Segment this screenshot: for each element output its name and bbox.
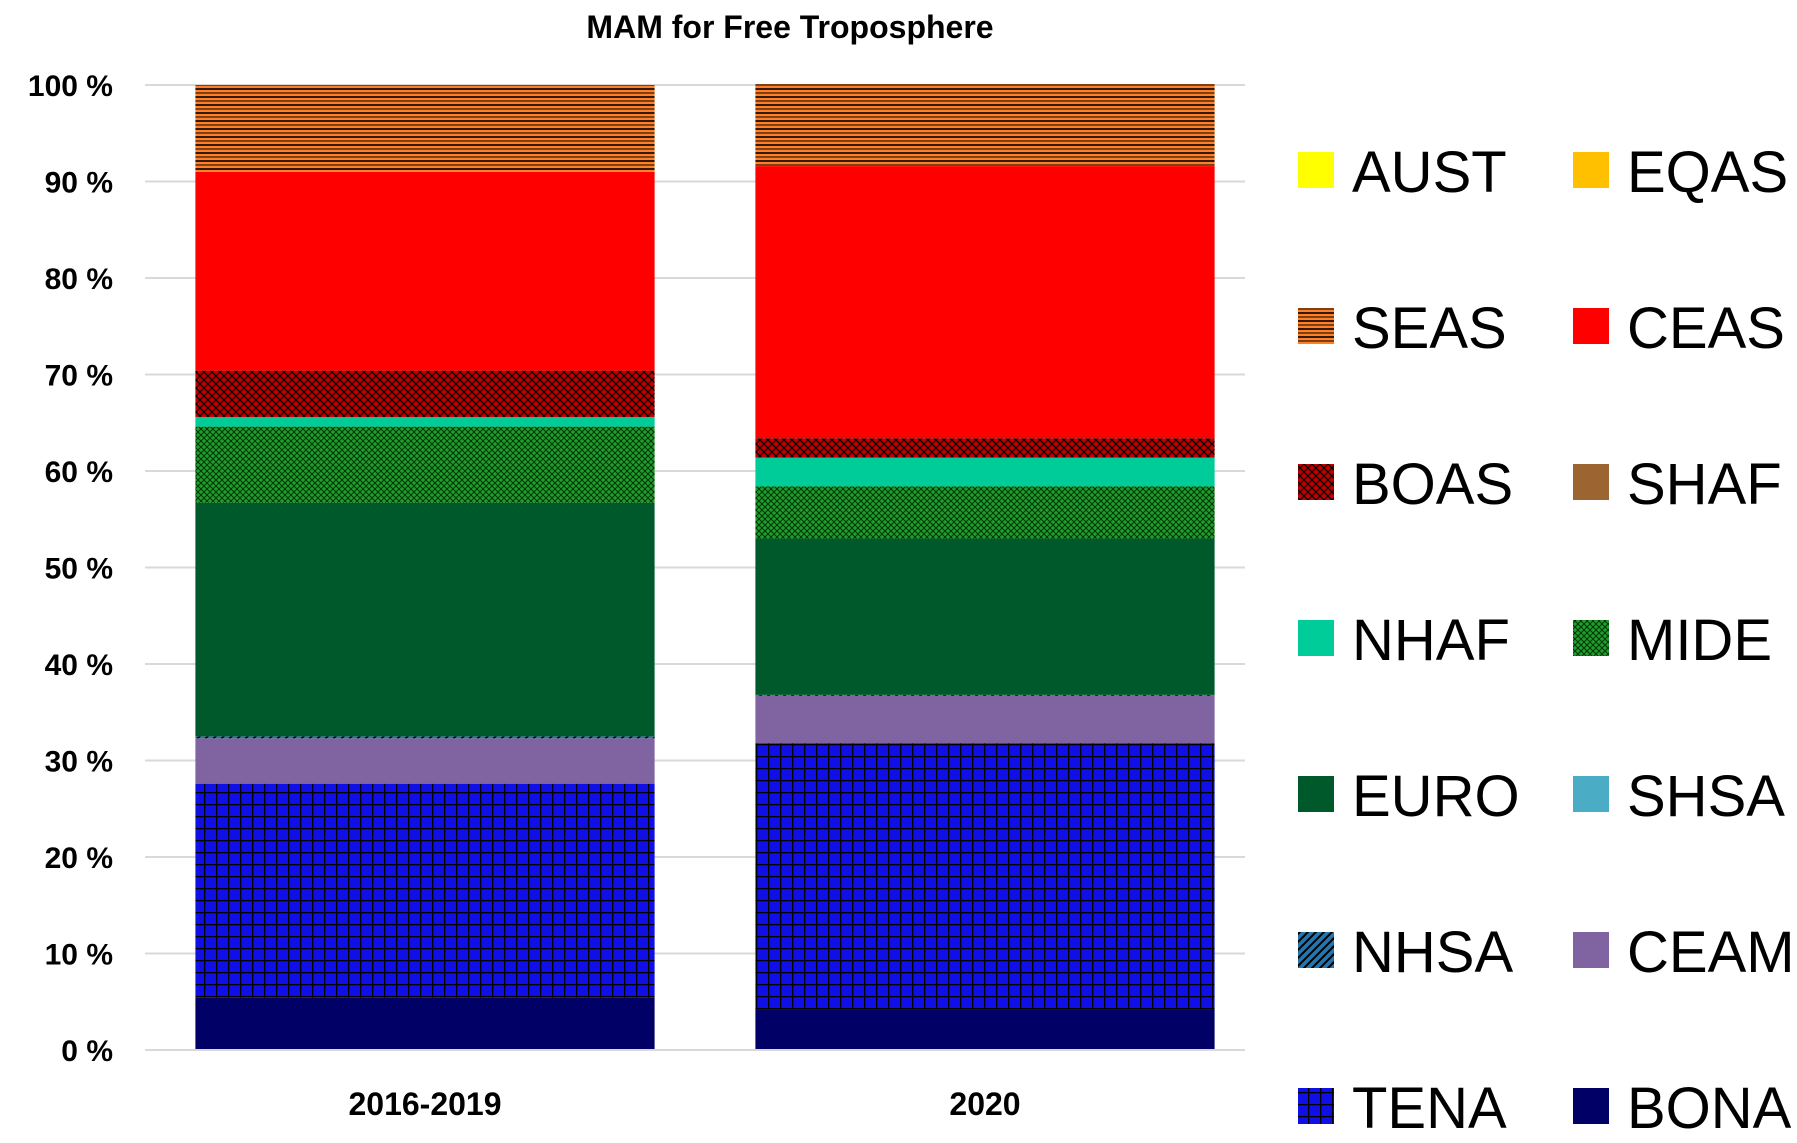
bar-segment-bona <box>755 1009 1215 1050</box>
legend-swatch-shaf <box>1573 464 1609 500</box>
legend-swatch-shsa <box>1573 776 1609 812</box>
bar-segment-nhsa <box>755 694 1215 696</box>
y-tick-label: 30 % <box>45 746 113 779</box>
bar-segment-ceam <box>195 738 655 784</box>
y-tick-label: 100 % <box>28 70 113 103</box>
bar-segment-mide <box>195 426 655 503</box>
legend-swatch-tena <box>1298 1088 1334 1124</box>
legend-label-nhsa: NHSA <box>1352 920 1513 985</box>
legend-label-seas: SEAS <box>1352 296 1507 361</box>
bar-segment-nhsa <box>195 736 655 739</box>
legend-swatch-boas <box>1298 464 1334 500</box>
y-tick-label: 70 % <box>45 360 113 393</box>
legend-label-ceas: CEAS <box>1627 296 1785 361</box>
bar-segment-ceas <box>755 166 1215 439</box>
bar-segment-nhaf <box>755 457 1215 487</box>
legend-swatch-ceam <box>1573 932 1609 968</box>
bar-segment-ceas <box>195 171 655 371</box>
bar-segment-tena <box>755 743 1215 1010</box>
bar-segment-seas <box>195 85 655 172</box>
legend-label-bona: BONA <box>1627 1076 1792 1138</box>
chart-title: MAM for Free Troposphere <box>586 9 993 45</box>
legend-label-aust: AUST <box>1352 140 1507 205</box>
bar-segment-tena <box>195 783 655 998</box>
y-axis: 0 % 10 % 20 % 30 % 40 % 50 % 60 % 70 % 80 % 90 % 1… <box>28 70 113 1068</box>
legend-swatch-mide <box>1573 620 1609 656</box>
legend: AUST EQAS SEAS CEAS BOAS SHAF NHAF MIDE EURO SHSA… <box>1298 140 1795 1141</box>
legend-label-euro: EURO <box>1352 764 1520 829</box>
legend-swatch-nhsa <box>1298 932 1334 968</box>
y-tick-label: 20 % <box>45 842 113 875</box>
legend-label-shsa: SHSA <box>1627 764 1785 829</box>
bars <box>195 84 1215 1050</box>
bar-segment-euro <box>195 502 655 737</box>
legend-label-tena: TENA <box>1352 1076 1507 1138</box>
legend-label-nhaf: NHAF <box>1352 608 1510 673</box>
legend-swatch-aust <box>1298 152 1334 188</box>
legend-swatch-euro <box>1298 776 1334 812</box>
y-tick-label: 90 % <box>45 167 113 200</box>
bar-segment-euro <box>755 538 1215 695</box>
bar-segment-nhaf <box>195 416 655 427</box>
y-tick-label: 80 % <box>45 263 113 296</box>
y-tick-label: 0 % <box>61 1035 113 1068</box>
legend-label-eqas: EQAS <box>1627 140 1788 205</box>
bar-segment-bona <box>195 997 655 1050</box>
y-tick-label: 40 % <box>45 649 113 682</box>
x-tick-label: 2016-2019 <box>348 1086 501 1122</box>
bar-segment-boas <box>755 438 1215 458</box>
legend-label-mide: MIDE <box>1627 608 1772 673</box>
y-tick-label: 60 % <box>45 456 113 489</box>
legend-swatch-bona <box>1573 1088 1609 1124</box>
legend-swatch-ceas <box>1573 308 1609 344</box>
x-axis: 2016-2019 2020 <box>145 1049 1245 1122</box>
bar-segment-mide <box>755 486 1215 539</box>
legend-label-boas: BOAS <box>1352 452 1513 517</box>
y-tick-label: 50 % <box>45 553 113 586</box>
bar-segment-seas <box>755 84 1215 167</box>
x-tick-label: 2020 <box>949 1086 1020 1122</box>
legend-swatch-eqas <box>1573 152 1609 188</box>
bar-segment-ceam <box>755 695 1215 744</box>
legend-label-shaf: SHAF <box>1627 452 1782 517</box>
legend-swatch-seas <box>1298 308 1334 344</box>
legend-label-ceam: CEAM <box>1627 920 1795 985</box>
bar-segment-boas <box>195 370 655 417</box>
y-tick-label: 10 % <box>45 939 113 972</box>
legend-swatch-nhaf <box>1298 620 1334 656</box>
